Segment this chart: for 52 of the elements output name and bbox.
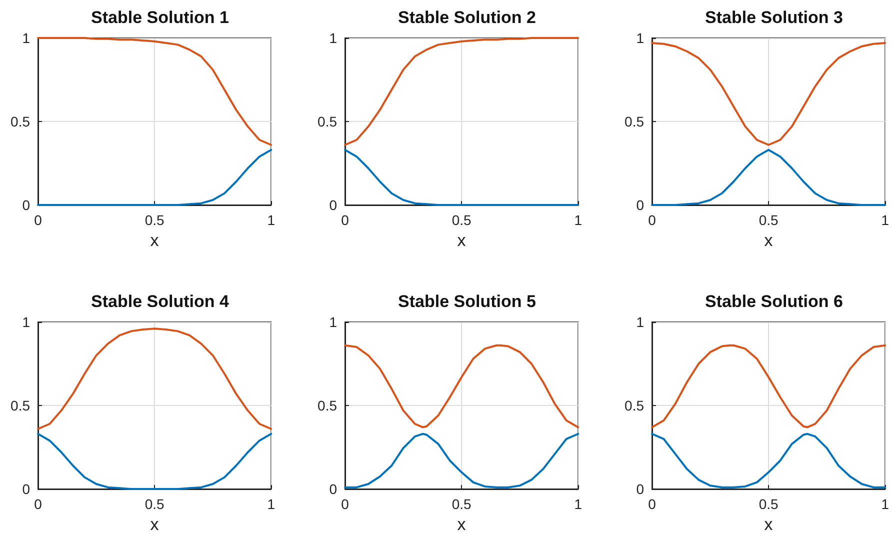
chart-title: Stable Solution 1 xyxy=(91,8,229,27)
y-tick-label: 0.5 xyxy=(318,114,338,130)
x-axis-title: x xyxy=(764,514,774,534)
chart-title: Stable Solution 3 xyxy=(705,8,843,27)
chart-title: Stable Solution 4 xyxy=(91,292,230,311)
line-series xyxy=(651,42,886,146)
y-tick-label: 0 xyxy=(329,481,338,497)
y-tick-label: 1 xyxy=(636,30,644,46)
x-tick-label: 0 xyxy=(341,496,350,512)
x-axis-title: x xyxy=(764,230,774,250)
x-tick-label: 0 xyxy=(34,212,42,228)
chart-title: Stable Solution 6 xyxy=(705,292,843,311)
y-tick-label: 1 xyxy=(329,314,338,330)
y-tick-label: 0.5 xyxy=(10,398,30,414)
x-tick-label: 1 xyxy=(574,212,582,228)
y-tick-label: 1 xyxy=(636,314,644,330)
x-tick-label: 1 xyxy=(881,496,890,512)
x-tick-label: 0.5 xyxy=(144,496,164,512)
x-tick-label: 0 xyxy=(648,212,656,228)
x-tick-label: 1 xyxy=(267,212,276,228)
x-tick-label: 0.5 xyxy=(144,212,164,228)
y-tick-label: 0 xyxy=(22,481,30,497)
x-axis-title: x xyxy=(150,230,160,250)
line-series xyxy=(344,344,580,428)
x-tick-label: 1 xyxy=(267,496,276,512)
y-tick-label: 0.5 xyxy=(624,114,644,130)
x-tick-label: 0.5 xyxy=(452,212,472,228)
y-tick-label: 0 xyxy=(636,481,644,497)
y-tick-label: 0 xyxy=(22,197,30,213)
x-tick-label: 0.5 xyxy=(758,496,778,512)
x-axis-title: x xyxy=(457,514,466,534)
x-tick-label: 0 xyxy=(648,496,656,512)
y-tick-label: 1 xyxy=(329,30,338,46)
line-series xyxy=(37,328,272,430)
y-tick-label: 0 xyxy=(636,197,644,213)
line-series xyxy=(651,344,886,428)
y-tick-label: 0.5 xyxy=(624,398,644,414)
y-tick-label: 0.5 xyxy=(10,114,30,130)
x-axis-title: x xyxy=(457,230,466,250)
y-tick-label: 1 xyxy=(22,30,30,46)
x-tick-label: 0 xyxy=(341,212,350,228)
x-tick-label: 0.5 xyxy=(452,496,472,512)
x-tick-label: 0.5 xyxy=(758,212,778,228)
y-tick-label: 0 xyxy=(329,197,338,213)
y-tick-label: 1 xyxy=(22,314,30,330)
chart-title: Stable Solution 2 xyxy=(398,8,536,27)
x-tick-label: 1 xyxy=(881,212,890,228)
y-tick-label: 0.5 xyxy=(318,398,338,414)
x-axis-title: x xyxy=(150,514,160,534)
x-tick-label: 1 xyxy=(574,496,582,512)
chart-title: Stable Solution 5 xyxy=(398,292,536,311)
x-tick-label: 0 xyxy=(34,496,42,512)
